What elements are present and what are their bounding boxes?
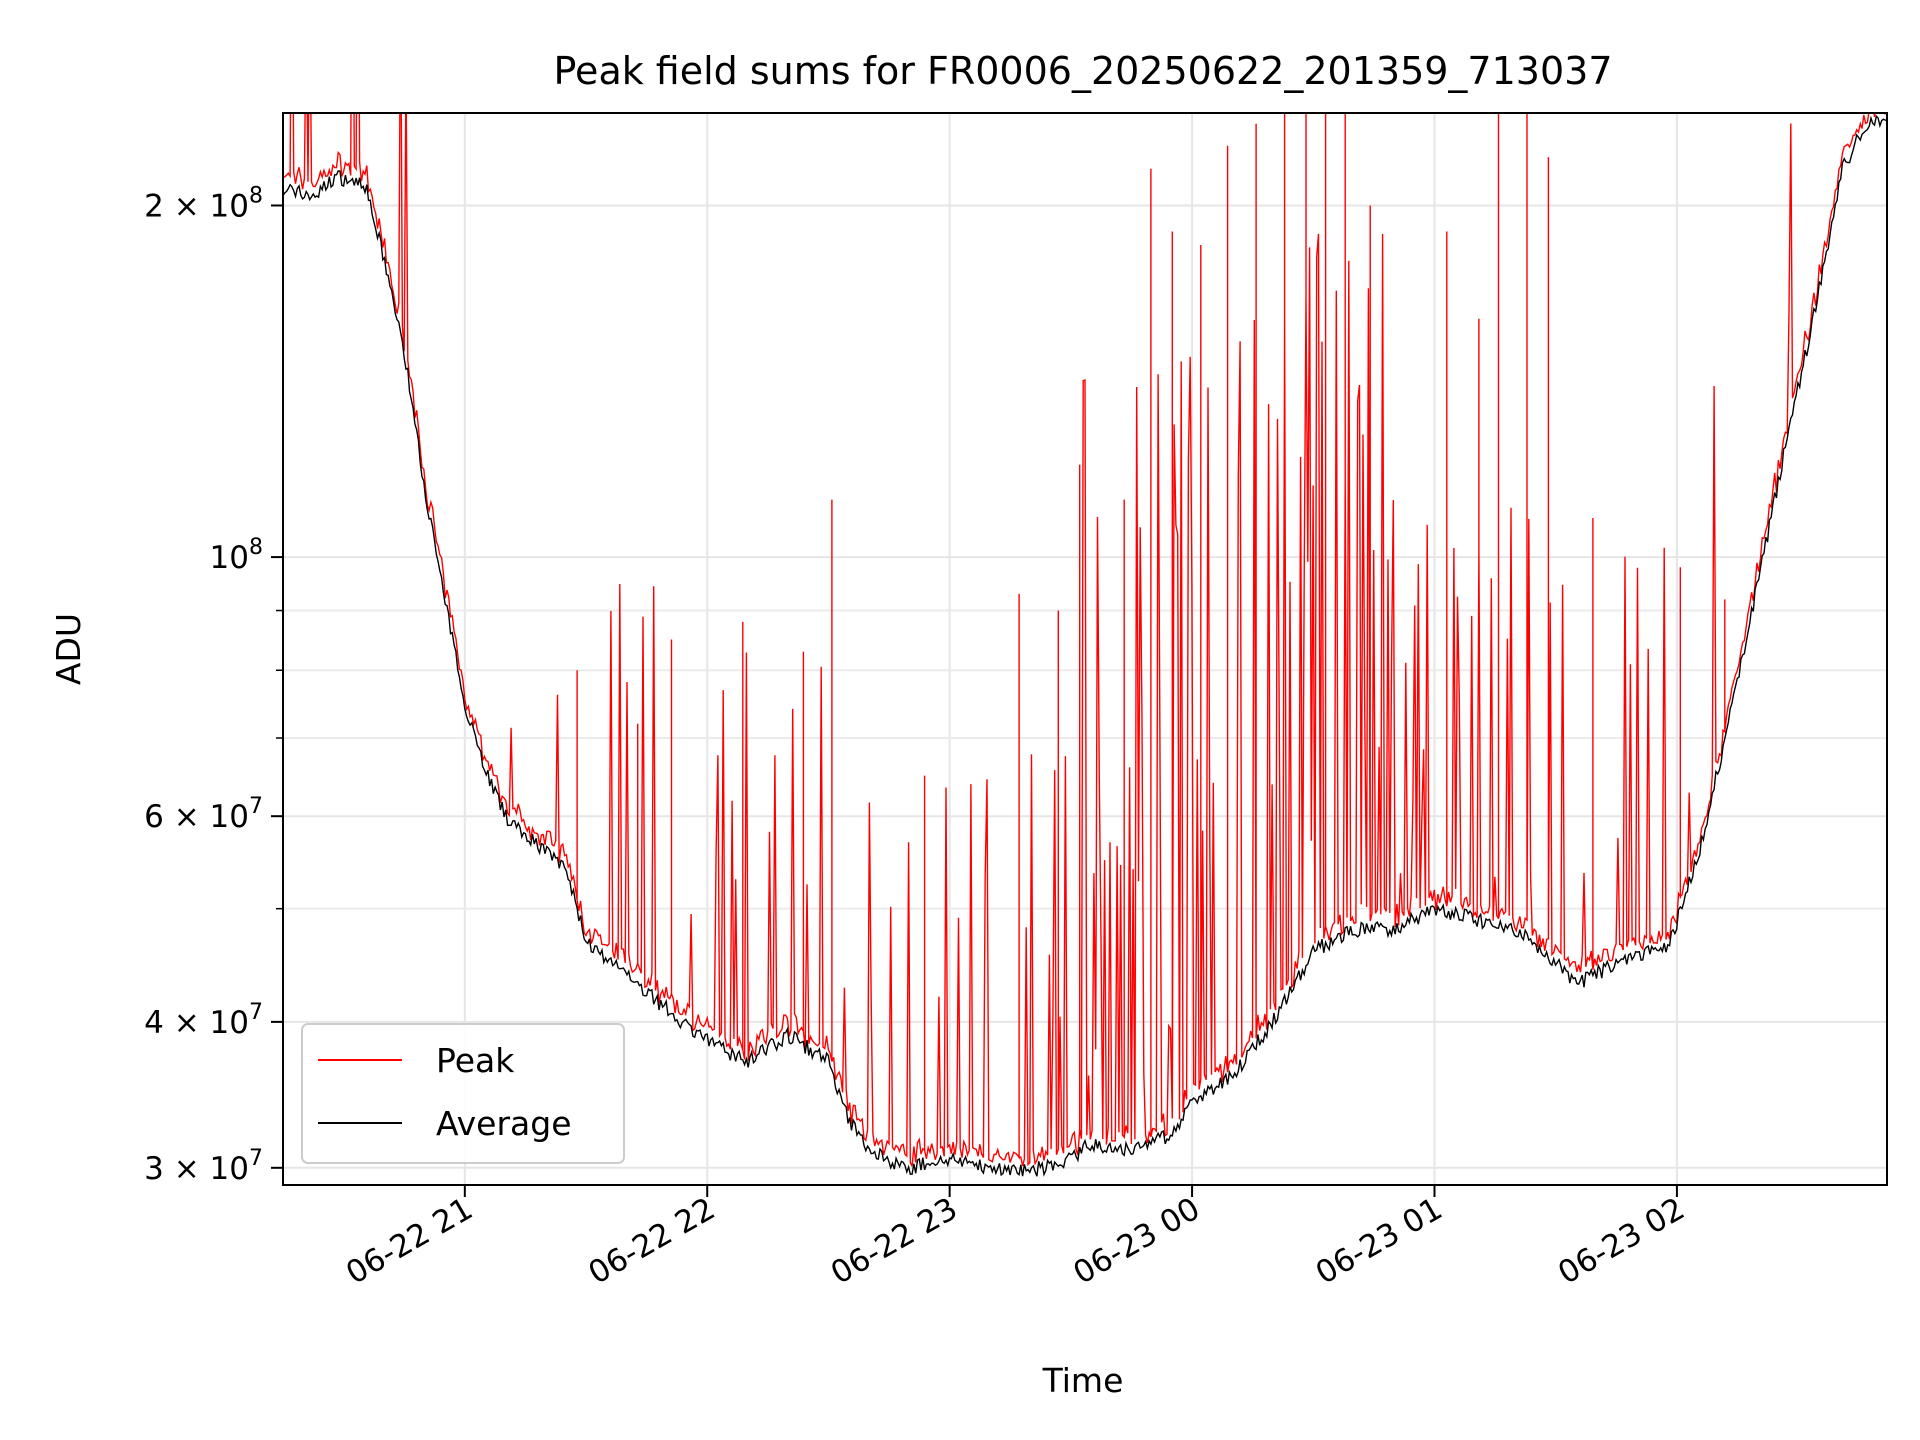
x-tick-label: 06-22 22 bbox=[583, 1191, 722, 1292]
y-tick-label: 108 bbox=[210, 535, 263, 576]
x-tick-label: 06-22 23 bbox=[825, 1191, 964, 1292]
y-axis: 3 × 107 4 × 107 6 × 107 108 2 × 108 bbox=[144, 183, 283, 1187]
legend-box bbox=[301, 1023, 625, 1164]
chart-title: Peak field sums for FR0006_20250622_2013… bbox=[554, 49, 1613, 93]
y-tick-label: 2 × 108 bbox=[144, 183, 263, 224]
legend-label-average: Average bbox=[436, 1104, 572, 1143]
series-layer bbox=[283, 113, 1887, 1177]
plot-frame bbox=[282, 112, 1888, 1186]
x-axis: 06-22 21 06-22 22 06-22 23 06-23 00 06-23 01… bbox=[340, 1185, 1691, 1292]
legend-label-peak: Peak bbox=[436, 1041, 515, 1080]
x-tick-label: 06-23 02 bbox=[1552, 1191, 1691, 1292]
legend: Peak Average bbox=[301, 1023, 625, 1164]
series-line-average bbox=[283, 114, 1887, 1177]
x-tick-label: 06-23 00 bbox=[1067, 1191, 1206, 1292]
x-tick-label: 06-22 21 bbox=[340, 1191, 479, 1292]
x-tick-label: 06-23 01 bbox=[1310, 1191, 1449, 1292]
y-tick-label: 4 × 107 bbox=[144, 1000, 263, 1041]
series-line-peak bbox=[283, 113, 1887, 1167]
y-axis-label: ADU bbox=[49, 613, 88, 685]
y-tick-label: 3 × 107 bbox=[144, 1146, 263, 1187]
y-tick-label: 6 × 107 bbox=[144, 794, 263, 835]
x-axis-label: Time bbox=[1042, 1361, 1124, 1400]
